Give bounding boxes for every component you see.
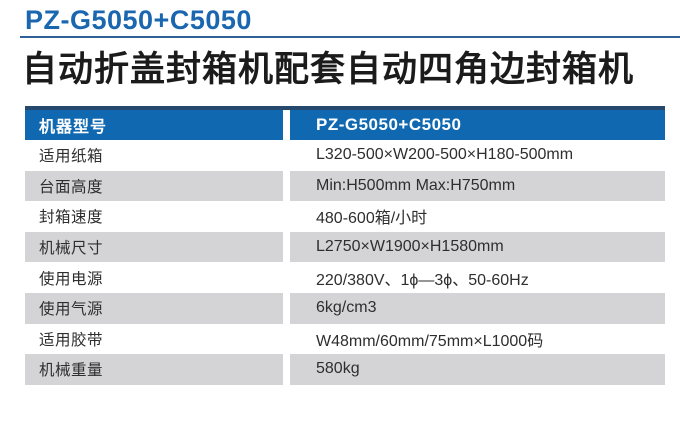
- table-row: 适用胶带 W48mm/60mm/75mm×L1000码: [25, 323, 665, 355]
- table-row: 封箱速度 480-600箱/小时: [25, 201, 665, 232]
- title-underline: [20, 36, 680, 38]
- row-label: 封箱速度: [25, 201, 283, 232]
- table-row: 使用气源 6kg/cm3: [25, 292, 665, 324]
- table-row: 机械尺寸 L2750×W1900×H1580mm: [25, 231, 665, 263]
- column-gutter: [283, 262, 290, 293]
- page-title: PZ-G5050+C5050: [25, 5, 252, 35]
- column-gutter: [283, 201, 290, 232]
- row-label: 机械尺寸: [25, 231, 283, 263]
- column-gutter: [283, 231, 290, 263]
- header-label-cell: 机器型号: [25, 110, 283, 140]
- table-body: 适用纸箱 L320-500×W200-500×H180-500mm 台面高度 M…: [25, 140, 665, 385]
- row-value: Min:H500mm Max:H750mm: [290, 170, 665, 202]
- header-value-cell: PZ-G5050+C5050: [290, 110, 665, 140]
- row-value: L320-500×W200-500×H180-500mm: [290, 140, 665, 171]
- table-header-row: 机器型号 PZ-G5050+C5050: [25, 110, 665, 140]
- column-gutter: [283, 170, 290, 202]
- row-label: 适用纸箱: [25, 140, 283, 171]
- row-value: W48mm/60mm/75mm×L1000码: [290, 323, 665, 355]
- row-label: 台面高度: [25, 170, 283, 202]
- table-top-border: [25, 106, 665, 110]
- page-subtitle: 自动折盖封箱机配套自动四角边封箱机: [22, 50, 635, 89]
- table-row: 使用电源 220/380V、1ϕ—3ϕ、50-60Hz: [25, 262, 665, 293]
- row-label: 使用电源: [25, 262, 283, 293]
- row-value: 580kg: [290, 354, 665, 385]
- table-row: 台面高度 Min:H500mm Max:H750mm: [25, 170, 665, 202]
- spec-table: 机器型号 PZ-G5050+C5050 适用纸箱 L320-500×W200-5…: [25, 106, 665, 385]
- row-label: 适用胶带: [25, 323, 283, 355]
- row-value: 220/380V、1ϕ—3ϕ、50-60Hz: [290, 262, 665, 293]
- column-gutter: [283, 140, 290, 171]
- row-value: L2750×W1900×H1580mm: [290, 231, 665, 263]
- table-row: 适用纸箱 L320-500×W200-500×H180-500mm: [25, 140, 665, 171]
- row-label: 使用气源: [25, 292, 283, 324]
- row-label: 机械重量: [25, 354, 283, 385]
- column-gutter: [283, 354, 290, 385]
- column-gutter: [283, 323, 290, 355]
- table-row: 机械重量 580kg: [25, 354, 665, 385]
- column-gutter: [283, 292, 290, 324]
- row-value: 6kg/cm3: [290, 292, 665, 324]
- row-value: 480-600箱/小时: [290, 201, 665, 232]
- column-gutter: [283, 110, 290, 140]
